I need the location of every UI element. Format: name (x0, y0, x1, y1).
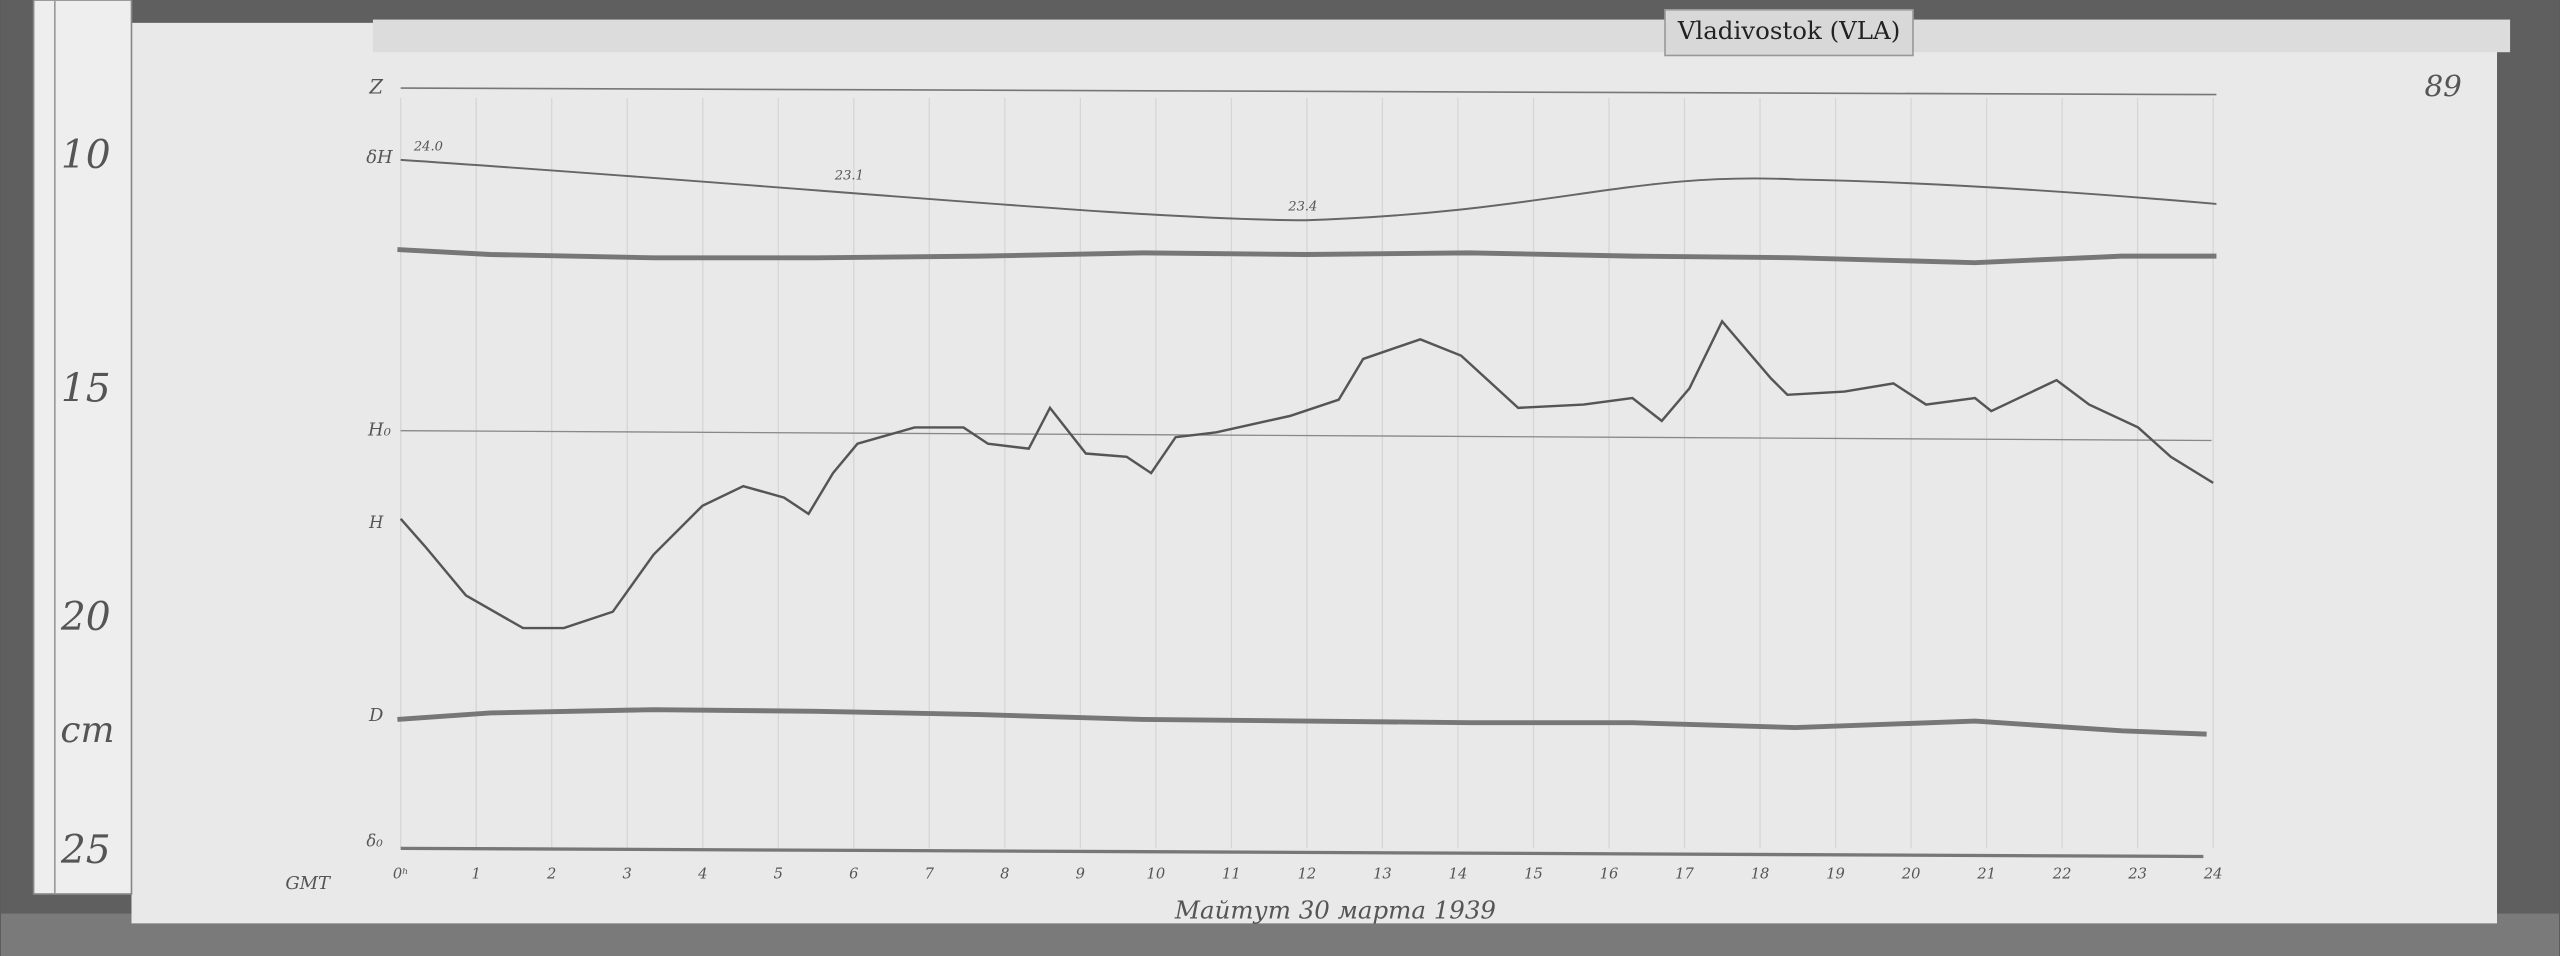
h0-baseline (400, 430, 2212, 442)
station-label: Vladivostok (VLA) (1677, 16, 1901, 45)
hour-labels: 0ʰ 1 2 3 4 5 6 7 8 9 10 11 12 13 14 15 16 17 18 19 20 21 22 23 2… (393, 865, 2223, 882)
hour-label: 9 (1076, 865, 1085, 882)
hour-label: 0ʰ (393, 865, 409, 882)
annotation: 24.0 (413, 139, 443, 154)
hour-label: 5 (774, 865, 783, 882)
z-trace (397, 247, 2217, 266)
station-label-box (1664, 8, 1914, 57)
trace-label: Z (368, 76, 383, 99)
ruler-label: 25 (60, 828, 111, 873)
hour-label: 11 (1222, 865, 1241, 882)
ruler-label: 20 (60, 595, 111, 640)
sheet-number: 89 (2425, 69, 2462, 103)
time-unit: GMT (285, 873, 332, 894)
hour-label: 19 (1826, 865, 1845, 882)
hour-label: 4 (697, 865, 707, 882)
hour-label: 12 (1298, 865, 1317, 882)
hour-label: 18 (1751, 865, 1770, 882)
h-trace (399, 319, 2214, 630)
hour-label: 14 (1449, 865, 1468, 882)
signature: Майтут 30 марта 1939 (1174, 895, 1496, 924)
hour-label: 21 (1976, 865, 1996, 882)
z-baseline (400, 87, 2217, 96)
annotation: 23.1 (834, 169, 864, 184)
hour-label: 7 (925, 865, 935, 882)
hour-label: 24 (2203, 865, 2223, 882)
trace-label: δ₀ (366, 831, 383, 850)
trace-label: H₀ (367, 420, 391, 441)
ruler-label: 10 (61, 133, 111, 178)
ruler (32, 0, 133, 895)
traces (397, 87, 2217, 859)
hour-label: 2 (546, 865, 556, 882)
hour-label: 20 (1901, 865, 1921, 882)
ruler-label: 15 (61, 367, 111, 412)
hour-label: 10 (1147, 865, 1166, 882)
trace-label: H (368, 513, 384, 532)
trace-label: δH (366, 147, 393, 168)
hour-label: 8 (1000, 865, 1009, 882)
hour-label: 22 (2052, 865, 2072, 882)
hour-label: 16 (1600, 865, 1619, 882)
hour-label: 17 (1675, 865, 1694, 882)
hour-label: 3 (623, 865, 632, 882)
d-trace (397, 707, 2207, 737)
hour-label: 13 (1373, 865, 1392, 882)
time-baseline (400, 846, 2204, 859)
trace-label: D (368, 705, 383, 726)
ruler-unit: cm (60, 710, 114, 751)
tape-strip (372, 19, 2511, 53)
hour-label: 6 (849, 865, 858, 882)
annotation: 23.4 (1287, 200, 1317, 215)
hour-label: 23 (2127, 865, 2147, 882)
paper-sheet (131, 22, 2498, 924)
dh-curve (400, 158, 2217, 222)
hour-label: 1 (472, 865, 481, 882)
hour-label: 15 (1524, 865, 1543, 882)
